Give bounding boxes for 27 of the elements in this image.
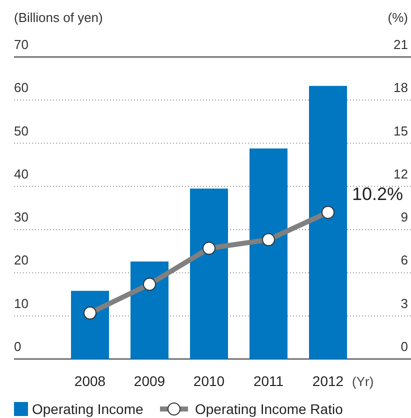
y-tick-label: 10 [14, 296, 28, 311]
y-tick-label: 30 [14, 210, 28, 225]
y-tick-label: 70 [14, 37, 28, 52]
x-tick-label: 2009 [134, 373, 166, 389]
y-axis-title: (Billions of yen) [14, 10, 103, 25]
x-tick-label: 2012 [312, 373, 344, 389]
legend-label: Operating Income Ratio [195, 401, 344, 417]
x-tick-label: 2010 [193, 373, 225, 389]
y-tick-label: 20 [14, 252, 28, 268]
y2-tick-label: 21 [394, 37, 408, 52]
legend-label: Operating Income [32, 401, 144, 417]
y-tick-label: 40 [14, 166, 28, 182]
y2-tick-label: 3 [400, 296, 408, 311]
x-tick-label: 2011 [253, 373, 284, 389]
y-tick-label: 60 [14, 80, 28, 96]
annotation: 10.2% [352, 184, 404, 204]
y2-tick-label: 9 [400, 210, 408, 225]
y2-tick-label: 12 [394, 166, 408, 182]
y2-tick-label: 15 [394, 123, 408, 138]
y2-tick-label: 0 [400, 339, 408, 354]
y-tick-label: 0 [14, 339, 22, 354]
x-tick-label: 2008 [74, 373, 106, 389]
y2-tick-label: 18 [394, 80, 408, 96]
y2-axis-title: (%) [388, 10, 408, 25]
x-axis-title: (Yr) [352, 374, 374, 389]
y-tick-label: 50 [14, 123, 28, 138]
y2-tick-label: 6 [400, 252, 408, 268]
